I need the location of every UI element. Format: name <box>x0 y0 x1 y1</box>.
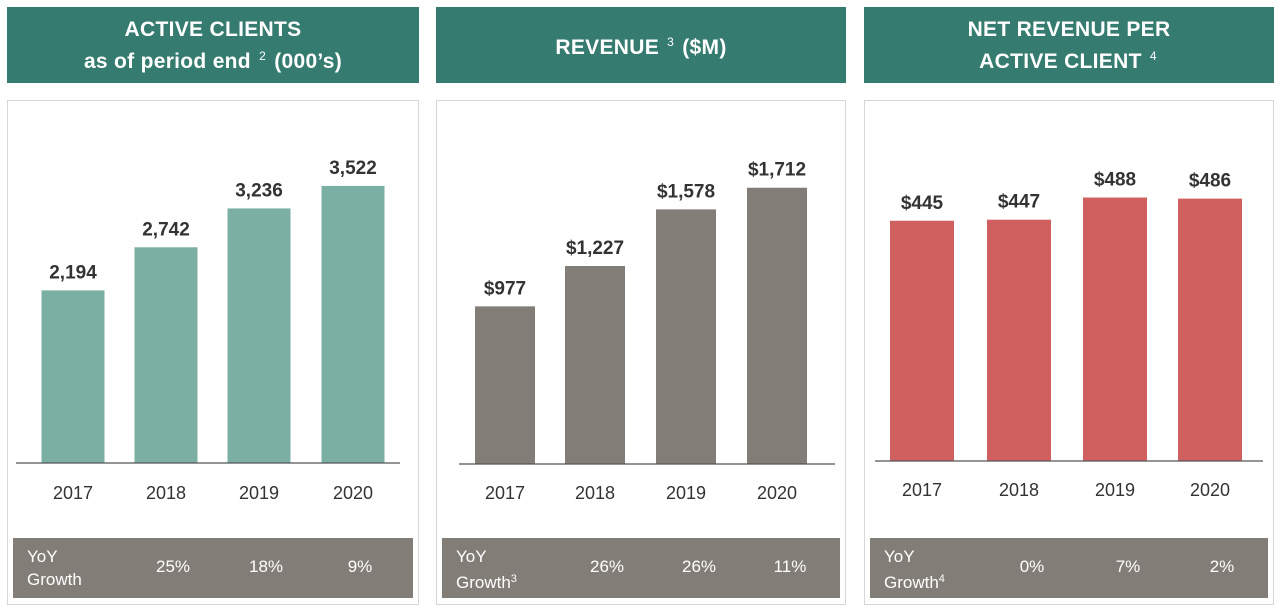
bar-2020 <box>1178 198 1242 461</box>
panel-title: ACTIVE CLIENTS as of period end 2 (000’s… <box>7 7 419 83</box>
data-label-2019: $1,578 <box>657 181 715 202</box>
growth-value-2020: 9% <box>347 557 373 576</box>
title-line-1: NET REVENUE PER <box>967 17 1171 41</box>
data-label-2018: 2,742 <box>142 219 190 240</box>
x-tick-2019: 2019 <box>1095 480 1135 500</box>
yoy-growth-row: YoY Growth3 26% 26% 11% <box>442 538 840 598</box>
data-label-2019: 3,236 <box>235 180 283 201</box>
growth-value-2019: 7% <box>1115 557 1141 576</box>
chart-box: 2,194 2017 2,742 2018 3,236 2019 3,522 2020 YoY… <box>7 100 419 605</box>
title-line-2: ACTIVE CLIENT 4 <box>979 48 1157 73</box>
x-tick-2018: 2018 <box>146 483 186 503</box>
data-label-2017: 2,194 <box>49 262 97 283</box>
x-tick-2017: 2017 <box>53 483 93 503</box>
x-tick-2018: 2018 <box>575 483 615 503</box>
net-revenue-chart: $445 2017 $447 2018 $488 2019 $486 2020 <box>875 170 1263 500</box>
bar-2017 <box>475 306 535 464</box>
growth-label: YoY Growth4 <box>884 547 945 592</box>
x-tick-2017: 2017 <box>902 480 942 500</box>
footnote-marker: 2 <box>259 48 267 63</box>
title-line-2: as of period end 2 (000’s) <box>83 48 343 73</box>
title-line-1: REVENUE 3 ($M) <box>555 35 727 59</box>
data-label-2018: $447 <box>998 192 1040 213</box>
title-line-1: ACTIVE CLIENTS <box>124 17 302 41</box>
footnote-marker: 3 <box>667 35 675 49</box>
data-label-2017: $445 <box>901 193 944 214</box>
data-label-2020: 3,522 <box>329 158 377 179</box>
x-tick-2020: 2020 <box>333 483 373 503</box>
growth-label: YoY Growth <box>27 547 82 589</box>
growth-label: YoY Growth3 <box>456 547 517 592</box>
data-label-2018: $1,227 <box>566 238 624 259</box>
x-tick-2020: 2020 <box>1190 480 1230 500</box>
data-label-2017: $977 <box>484 278 526 299</box>
data-label-2020: $1,712 <box>748 160 806 181</box>
growth-value-2018: 25% <box>155 557 191 576</box>
bar-2017 <box>41 290 105 463</box>
panel-title: NET REVENUE PER ACTIVE CLIENT 4 <box>864 7 1274 83</box>
bar-2020 <box>747 187 807 464</box>
growth-value-2019: 26% <box>681 557 717 576</box>
growth-value-2020: 2% <box>1209 557 1235 576</box>
growth-value-2020: 11% <box>773 557 807 576</box>
growth-value-2018: 0% <box>1019 557 1045 576</box>
panel-title: REVENUE 3 ($M) <box>436 7 846 83</box>
bar-2019 <box>656 209 716 464</box>
data-label-2019: $488 <box>1094 170 1136 191</box>
x-tick-2019: 2019 <box>666 483 706 503</box>
bar-2017 <box>890 220 954 461</box>
bar-2019 <box>227 208 291 463</box>
x-tick-2020: 2020 <box>757 483 797 503</box>
yoy-growth-row: YoY Growth4 0% 7% 2% <box>870 538 1268 598</box>
yoy-growth-row: YoY Growth 25% 18% 9% <box>13 538 413 598</box>
bar-2018 <box>134 247 198 463</box>
revenue-chart: $977 2017 $1,227 2018 $1,578 2019 $1,712 2020 <box>459 160 835 503</box>
x-tick-2019: 2019 <box>239 483 279 503</box>
bar-2019 <box>1083 197 1147 461</box>
bar-2018 <box>987 219 1051 461</box>
chart-box: $977 2017 $1,227 2018 $1,578 2019 $1,712 2020 Y… <box>436 100 846 605</box>
growth-value-2018: 26% <box>589 557 625 576</box>
x-tick-2018: 2018 <box>999 480 1039 500</box>
data-label-2020: $486 <box>1189 171 1231 192</box>
bar-2018 <box>565 266 625 464</box>
active-clients-chart: 2,194 2017 2,742 2018 3,236 2019 3,522 2020 <box>16 158 400 503</box>
x-tick-2017: 2017 <box>485 483 525 503</box>
growth-value-2019: 18% <box>248 557 284 576</box>
chart-box: $445 2017 $447 2018 $488 2019 $486 2020 YoY Grow… <box>864 100 1274 605</box>
footnote-marker: 4 <box>1149 48 1157 63</box>
bar-2020 <box>321 185 385 463</box>
